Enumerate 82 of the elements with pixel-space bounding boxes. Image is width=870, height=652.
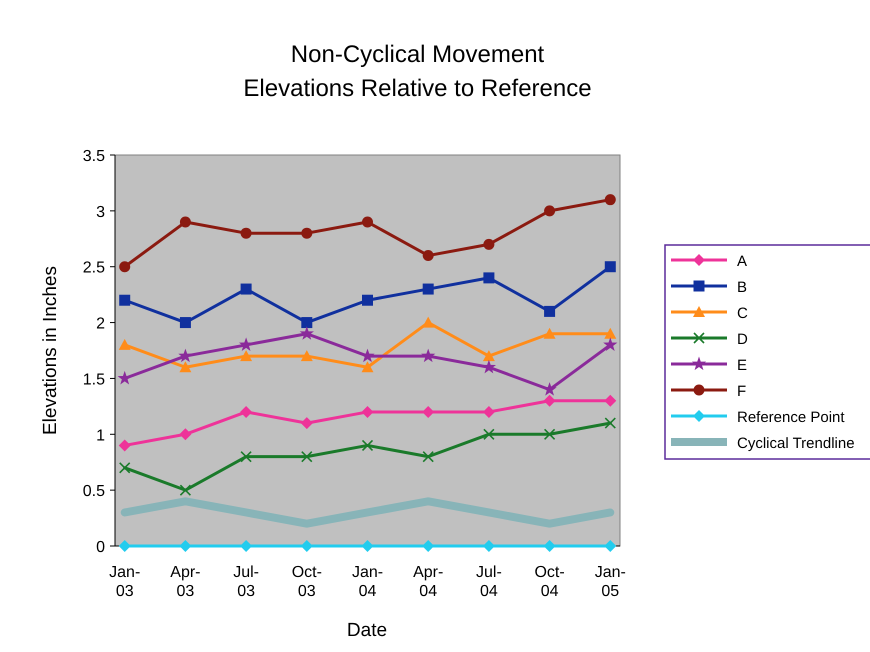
point: [300, 350, 313, 362]
point: [362, 216, 373, 228]
point: [300, 540, 313, 552]
point: [180, 317, 191, 328]
y-tick-label: 0.5: [82, 483, 106, 500]
point: [483, 238, 494, 250]
point: [240, 284, 252, 295]
point: [362, 406, 374, 418]
point: [119, 261, 130, 272]
point: [544, 306, 556, 317]
point: [240, 350, 252, 362]
point: [603, 337, 618, 351]
point: [422, 250, 434, 262]
legend-label: Reference Point: [737, 409, 846, 426]
point: [544, 328, 556, 339]
point: [422, 316, 434, 328]
point: [180, 484, 192, 496]
x-tick-label: Jul-03: [233, 564, 259, 600]
point: [179, 361, 192, 372]
point: [180, 216, 191, 228]
point: [362, 440, 374, 452]
y-tick-label: 3: [96, 204, 106, 221]
point: [604, 417, 616, 429]
point: [301, 317, 312, 328]
y-tick-label: 1: [96, 427, 106, 444]
y-tick-label: 0: [96, 539, 106, 556]
point: [604, 540, 616, 552]
point: [179, 428, 192, 440]
point: [118, 338, 131, 350]
point: [482, 360, 496, 374]
point: [483, 428, 495, 440]
point: [421, 348, 436, 362]
point: [119, 294, 130, 306]
point: [604, 194, 616, 206]
x-tick-label: Apr-03: [170, 564, 201, 600]
point: [422, 450, 434, 462]
x-tick-label: Oct-03: [292, 564, 322, 600]
y-axis-title: Elevations in Inches: [40, 266, 61, 435]
legend-label: B: [737, 279, 748, 296]
point: [300, 326, 314, 340]
x-tick-label: Jan-04: [352, 564, 384, 600]
point: [604, 394, 616, 407]
point: [118, 439, 131, 452]
x-axis-title: Date: [346, 620, 388, 641]
legend-label: F: [737, 383, 746, 400]
legend-label: Cyclical Trendline: [737, 435, 855, 452]
legend-label: E: [737, 357, 748, 374]
point: [362, 361, 374, 372]
x-tick-label: Jan-05: [594, 564, 626, 600]
x-tick-label: Jul-04: [476, 564, 502, 600]
point: [301, 228, 312, 239]
point: [300, 417, 313, 430]
x-tick-label: Jan-03: [109, 564, 140, 600]
y-tick-label: 2.5: [82, 260, 106, 277]
point: [544, 205, 556, 216]
legend-label: D: [737, 331, 748, 348]
point: [301, 450, 313, 462]
point: [422, 284, 434, 295]
point: [240, 406, 252, 418]
point: [604, 261, 616, 272]
point: [544, 428, 556, 440]
point: [240, 450, 252, 462]
y-tick-label: 3.5: [82, 148, 106, 165]
legend-label: A: [737, 253, 748, 270]
x-tick-label: Apr-04: [413, 564, 444, 600]
y-tick-label: 2: [96, 316, 106, 333]
legend-label: C: [737, 305, 748, 322]
point: [544, 394, 556, 407]
point: [483, 272, 494, 284]
point: [362, 540, 374, 552]
point: [422, 406, 434, 418]
point: [482, 350, 495, 362]
point: [178, 348, 193, 362]
point: [362, 294, 373, 306]
point: [118, 540, 131, 552]
x-tick-label: Oct-04: [534, 564, 565, 600]
point: [422, 540, 434, 552]
point: [118, 462, 131, 474]
point: [240, 228, 252, 239]
chart-title: Non-Cyclical Movement Elevations Relative to Reference: [243, 41, 592, 102]
y-tick-label: 1.5: [82, 371, 106, 388]
point: [604, 328, 616, 339]
